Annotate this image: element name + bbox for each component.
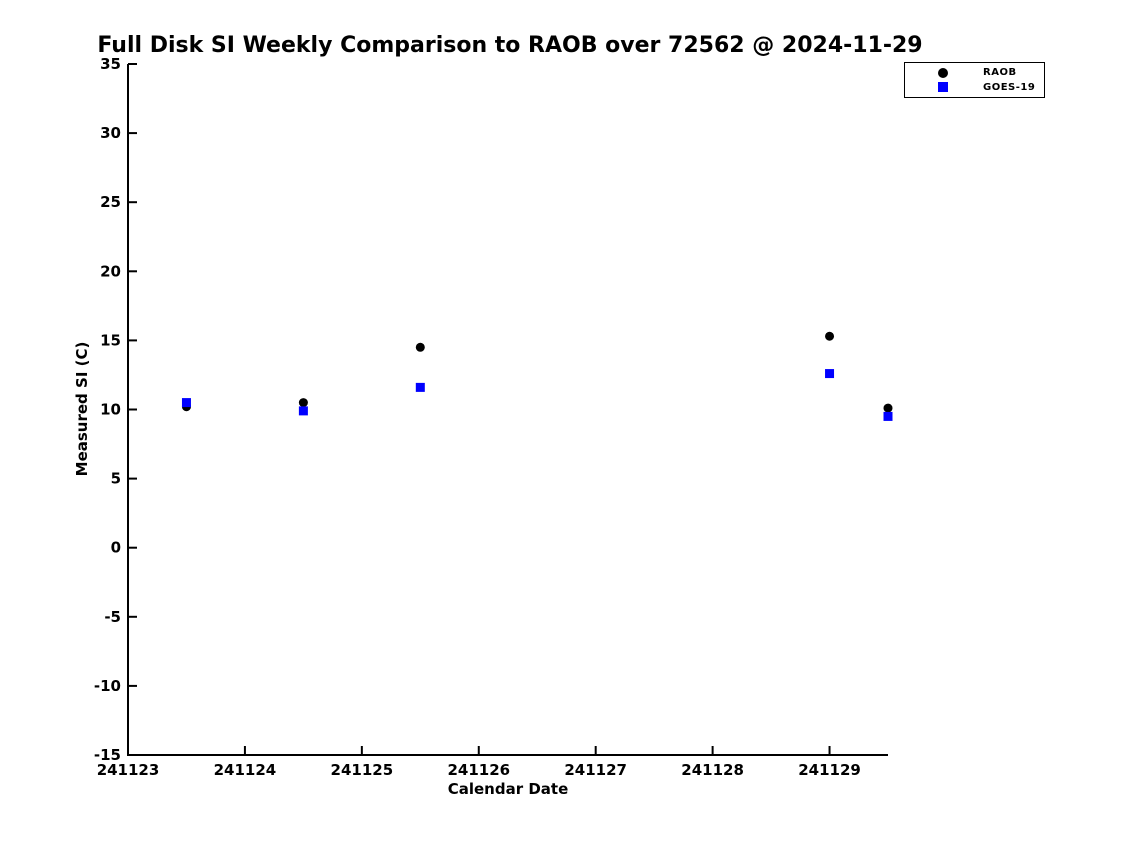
y-tick-label: -15	[94, 746, 121, 764]
y-tick-label: 35	[100, 55, 121, 73]
legend-item-raob: RAOB	[905, 66, 1044, 80]
x-tick-label: 241129	[798, 761, 861, 779]
data-point-raob	[825, 331, 835, 341]
data-point-raob	[298, 398, 308, 408]
goes19-square-marker-icon	[938, 82, 948, 93]
x-tick-label: 241125	[331, 761, 394, 779]
legend-label-raob: RAOB	[983, 67, 1017, 79]
legend-label-goes19: GOES-19	[983, 81, 1036, 93]
raob-circle-marker-icon	[938, 67, 948, 78]
y-tick-label: 20	[100, 262, 121, 280]
data-point-goes-19	[883, 411, 893, 421]
x-tick-label: 241123	[97, 761, 160, 779]
legend: RAOB GOES-19	[904, 62, 1045, 98]
data-point-goes-19	[415, 382, 425, 392]
legend-item-goes19: GOES-19	[905, 80, 1044, 94]
y-tick-label: -10	[94, 677, 121, 695]
data-point-goes-19	[181, 398, 191, 408]
y-tick-label: -5	[104, 608, 121, 626]
x-tick-label: 241124	[214, 761, 277, 779]
chart-title: Full Disk SI Weekly Comparison to RAOB o…	[97, 33, 923, 58]
y-tick-label: 30	[100, 124, 121, 142]
data-point-raob	[883, 403, 893, 413]
x-tick-label: 241127	[564, 761, 627, 779]
x-tick-label: 241126	[447, 761, 510, 779]
x-axis-label: Calendar Date	[447, 780, 569, 798]
y-tick-label: 25	[100, 193, 121, 211]
data-point-raob	[415, 342, 425, 352]
y-tick-label: 10	[100, 401, 121, 419]
y-tick-label: 5	[111, 470, 121, 488]
x-tick-label: 241128	[681, 761, 744, 779]
data-point-goes-19	[298, 406, 308, 416]
y-tick-label: 15	[100, 331, 121, 349]
data-point-goes-19	[825, 369, 835, 379]
y-tick-label: 0	[111, 539, 121, 557]
